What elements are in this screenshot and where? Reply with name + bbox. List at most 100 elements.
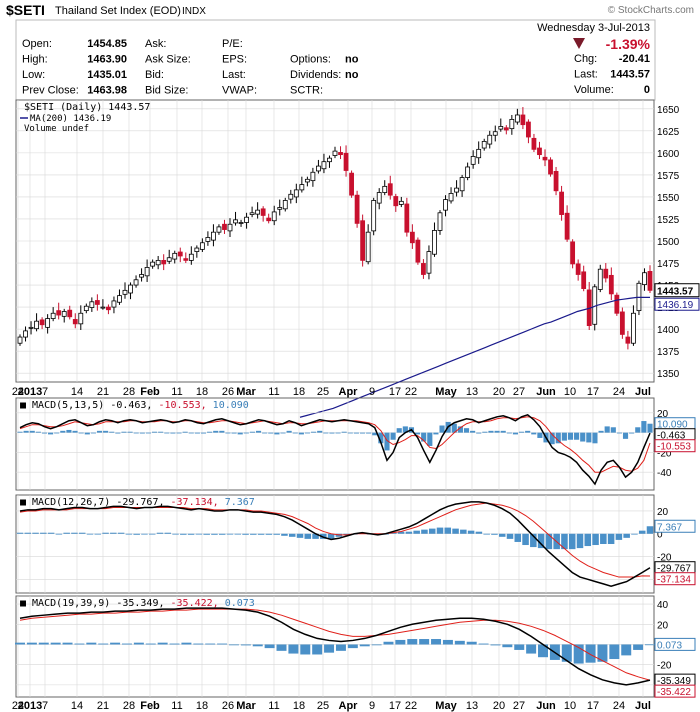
quote-cell: Prev Close: [22, 85, 79, 97]
histogram-bar [158, 431, 164, 433]
x-tick-label: 10 [564, 386, 576, 398]
histogram-bar [164, 432, 170, 434]
histogram-bar [181, 642, 192, 645]
quote-cell: Dividends: [290, 69, 341, 81]
legend-ma: MA(200) 1436.19 [30, 114, 111, 124]
x-tick-label: 22 [405, 700, 417, 712]
candle-body [310, 171, 316, 182]
histogram-bar [231, 432, 237, 434]
histogram-bar [537, 533, 545, 549]
histogram-bar [402, 426, 408, 433]
candle-body [128, 284, 133, 294]
candle-body [106, 306, 111, 311]
histogram-bar [347, 432, 353, 434]
y-tick-label: -20 [657, 553, 672, 564]
candle-body [78, 312, 84, 325]
candle-body [17, 336, 23, 344]
candle-body [172, 252, 178, 260]
x-tick-label: 11 [268, 700, 279, 712]
histogram-bar [145, 432, 152, 434]
histogram-bar [15, 642, 25, 645]
histogram-bar [371, 644, 382, 646]
histogram-bar [243, 432, 249, 434]
candle-body [166, 257, 172, 262]
histogram-bar [240, 644, 251, 646]
x-tick-label: 13 [466, 386, 478, 398]
candle-body [597, 268, 603, 290]
histogram-bar [514, 533, 522, 542]
histogram-bar [78, 532, 86, 534]
histogram-bar [250, 533, 257, 535]
histogram-bar [568, 533, 576, 550]
y-tick-label: 1650 [657, 105, 680, 116]
histogram-bar [164, 532, 172, 534]
histogram-bar [483, 533, 490, 535]
histogram-bar [200, 432, 207, 434]
histogram-bar [537, 432, 543, 438]
candle-body [426, 251, 432, 274]
histogram-bar [60, 430, 66, 433]
histogram-bar [54, 432, 60, 434]
histogram-bar [452, 528, 459, 534]
x-tick-label: Mar [236, 700, 256, 712]
histogram-bar [26, 642, 37, 645]
candle-body [244, 216, 249, 223]
candle-body [448, 193, 454, 202]
histogram-bar [638, 530, 646, 534]
candle-body [531, 137, 537, 150]
histogram-bar [353, 432, 359, 434]
x-tick-label: Apr [339, 700, 359, 712]
candle-body [321, 161, 327, 170]
histogram-bar [219, 430, 225, 433]
candle-body [514, 114, 520, 123]
histogram-bar [234, 533, 242, 535]
histogram-bar [460, 529, 467, 534]
histogram-bar [280, 432, 286, 434]
x-tick-label: 18 [196, 386, 208, 398]
candle-body [183, 258, 189, 261]
macd-legend: ■ MACD(12,26,7) -29.767, -37.134, 7.367 [20, 497, 255, 508]
candle-body [45, 318, 51, 328]
candle-body [282, 200, 288, 210]
x-tick-label: 25 [317, 700, 329, 712]
candle-body [255, 209, 261, 215]
ma200-line [299, 296, 650, 418]
x-tick-label: 27 [513, 386, 525, 398]
candle-body [559, 191, 564, 215]
candle-body [421, 263, 426, 275]
candle-body [238, 222, 244, 224]
histogram-bar [609, 644, 620, 660]
histogram-bar [78, 432, 84, 434]
x-tick-label: 14 [71, 700, 83, 712]
y-tick-label: 20 [657, 620, 669, 631]
x-tick-label: 2013 [18, 700, 42, 712]
candle-body [647, 271, 653, 291]
candle-body [94, 300, 100, 305]
candle-body [39, 319, 45, 326]
candle-body [570, 241, 576, 265]
histogram-bar [390, 432, 396, 440]
x-tick-label: 18 [293, 386, 305, 398]
x-tick-label: 14 [71, 386, 83, 398]
histogram-bar [506, 432, 512, 434]
histogram-bar [530, 533, 537, 548]
quote-cell: High: [22, 54, 48, 66]
histogram-bar [32, 532, 39, 534]
legend-price: $SETI (Daily) 1443.57 [24, 102, 150, 113]
histogram-bar [616, 432, 622, 434]
histogram-bar [466, 641, 477, 645]
candle-body [177, 251, 183, 257]
histogram-bar [502, 644, 513, 648]
histogram-bar [286, 430, 292, 433]
candle-body [487, 134, 493, 145]
candle-body [542, 156, 548, 161]
histogram-bar [312, 644, 323, 655]
candle-body [354, 194, 360, 224]
histogram-bar [641, 421, 647, 433]
y-tick-label: 1375 [657, 347, 680, 358]
histogram-bar [323, 432, 329, 434]
candle-body [608, 274, 614, 295]
y-tick-label: -40 [657, 468, 672, 479]
macd-line [19, 413, 651, 486]
macd-title: ■ MACD(5,13,5) [20, 400, 110, 411]
